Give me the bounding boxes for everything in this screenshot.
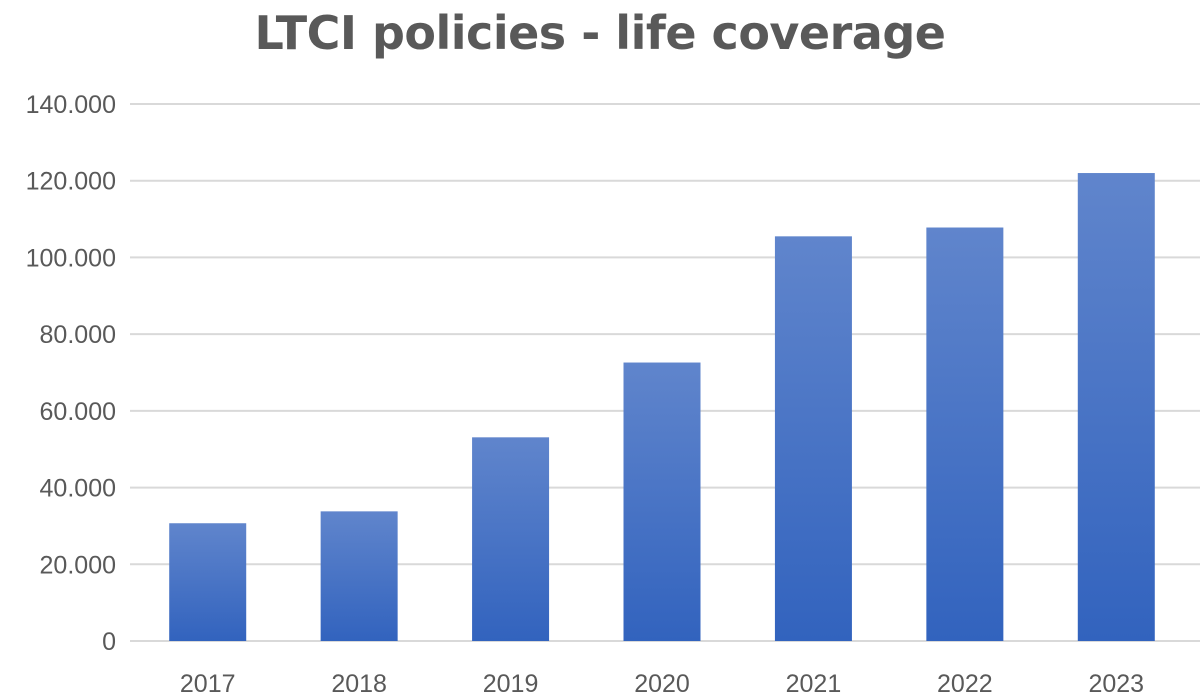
x-tick-label: 2018 [331,670,387,698]
y-tick-label: 140.000 [26,91,116,119]
y-tick-label: 100.000 [26,244,116,272]
bar-2019 [472,437,550,641]
bar-2021 [774,236,852,641]
x-tick-label: 2023 [1088,670,1144,698]
y-tick-label: 80.000 [40,321,116,349]
x-tick-label: 2021 [786,670,842,698]
y-tick-label: 20.000 [40,551,116,579]
x-tick-label: 2020 [634,670,690,698]
bar-2017 [169,523,247,641]
bar-2023 [1077,173,1155,642]
y-tick-label: 0 [102,628,116,656]
bar-2022 [926,227,1004,641]
y-tick-label: 120.000 [26,168,116,196]
bar-2018 [320,511,398,641]
bar-2020 [623,362,701,641]
x-tick-label: 2022 [937,670,993,698]
x-tick-label: 2017 [180,670,236,698]
y-tick-label: 60.000 [40,398,116,426]
chart-title: LTCI policies - life coverage [254,6,946,60]
y-tick-label: 40.000 [40,475,116,503]
x-tick-label: 2019 [483,670,539,698]
